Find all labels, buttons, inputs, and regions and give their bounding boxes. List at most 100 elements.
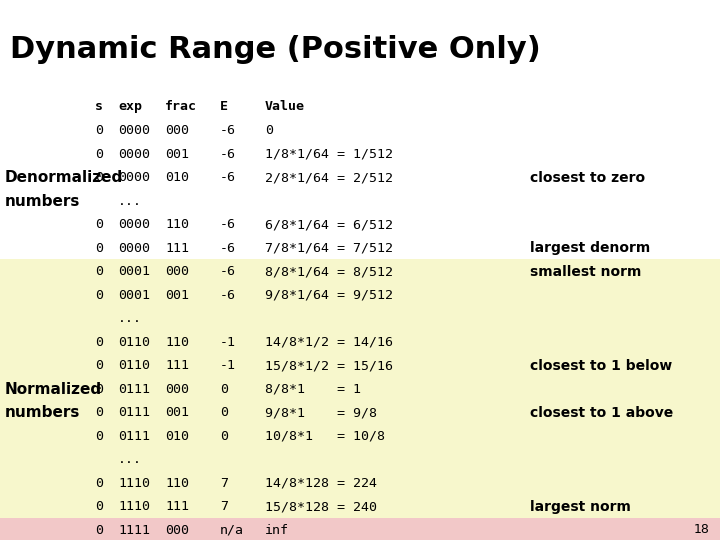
- Bar: [0, 141, 720, 165]
- Text: 0001: 0001: [118, 266, 150, 279]
- Text: 0111: 0111: [118, 407, 150, 420]
- Bar: [0, 494, 720, 517]
- Text: 7: 7: [220, 501, 228, 514]
- Bar: [0, 470, 720, 494]
- Bar: [0, 447, 720, 470]
- Text: frac: frac: [165, 100, 197, 113]
- Text: 10/8*1   = 10/8: 10/8*1 = 10/8: [265, 430, 385, 443]
- Text: -1: -1: [220, 336, 236, 349]
- Text: 1110: 1110: [118, 477, 150, 490]
- Text: 8/8*1/64 = 8/512: 8/8*1/64 = 8/512: [265, 266, 393, 279]
- Bar: [0, 353, 720, 376]
- Text: 001: 001: [165, 407, 189, 420]
- Bar: [0, 259, 720, 282]
- Text: 1111: 1111: [118, 524, 150, 537]
- Text: 110: 110: [165, 218, 189, 232]
- Text: 0: 0: [95, 266, 103, 279]
- Text: 0: 0: [220, 430, 228, 443]
- Text: 0: 0: [95, 242, 103, 255]
- Text: 0110: 0110: [118, 336, 150, 349]
- Text: 110: 110: [165, 477, 189, 490]
- Text: 000: 000: [165, 524, 189, 537]
- Text: E: E: [220, 100, 228, 113]
- Text: Denormalized: Denormalized: [5, 171, 123, 185]
- Bar: [0, 329, 720, 353]
- Text: 0: 0: [95, 477, 103, 490]
- Text: 1/8*1/64 = 1/512: 1/8*1/64 = 1/512: [265, 148, 393, 161]
- Text: -6: -6: [220, 148, 236, 161]
- Text: 0: 0: [95, 501, 103, 514]
- Text: 0001: 0001: [118, 289, 150, 302]
- Text: 14/8*1/2 = 14/16: 14/8*1/2 = 14/16: [265, 336, 393, 349]
- Text: 111: 111: [165, 242, 189, 255]
- Text: inf: inf: [265, 524, 289, 537]
- Text: 111: 111: [165, 360, 189, 373]
- Text: 0: 0: [95, 289, 103, 302]
- Text: 0000: 0000: [118, 242, 150, 255]
- Text: -6: -6: [220, 218, 236, 232]
- Text: 1110: 1110: [118, 501, 150, 514]
- Text: smallest norm: smallest norm: [530, 265, 642, 279]
- Text: 0: 0: [220, 407, 228, 420]
- Text: largest norm: largest norm: [530, 500, 631, 514]
- Bar: [0, 423, 720, 447]
- Bar: [0, 165, 720, 188]
- Text: 0111: 0111: [118, 430, 150, 443]
- Text: 010: 010: [165, 430, 189, 443]
- Text: ...: ...: [118, 195, 142, 208]
- Text: 0: 0: [95, 430, 103, 443]
- Text: 0: 0: [95, 336, 103, 349]
- Text: 18: 18: [694, 523, 710, 536]
- Text: 0: 0: [95, 124, 103, 137]
- Text: -6: -6: [220, 242, 236, 255]
- Text: -6: -6: [220, 289, 236, 302]
- Text: 000: 000: [165, 124, 189, 137]
- Text: 0000: 0000: [118, 218, 150, 232]
- Bar: [0, 517, 720, 540]
- Text: 0111: 0111: [118, 383, 150, 396]
- Text: 111: 111: [165, 501, 189, 514]
- Text: 9/8*1    = 9/8: 9/8*1 = 9/8: [265, 407, 377, 420]
- Text: 110: 110: [165, 336, 189, 349]
- Text: 6/8*1/64 = 6/512: 6/8*1/64 = 6/512: [265, 218, 393, 232]
- Text: -6: -6: [220, 171, 236, 185]
- Text: 000: 000: [165, 266, 189, 279]
- Text: 0000: 0000: [118, 124, 150, 137]
- Text: 0: 0: [220, 383, 228, 396]
- Bar: [0, 212, 720, 235]
- Text: 7/8*1/64 = 7/512: 7/8*1/64 = 7/512: [265, 242, 393, 255]
- Bar: [0, 188, 720, 212]
- Text: numbers: numbers: [5, 194, 81, 209]
- Text: Dynamic Range (Positive Only): Dynamic Range (Positive Only): [10, 35, 541, 64]
- Text: 0: 0: [95, 171, 103, 185]
- Text: Normalized: Normalized: [5, 382, 102, 397]
- Text: numbers: numbers: [5, 406, 81, 421]
- Text: 0110: 0110: [118, 360, 150, 373]
- Text: 14/8*128 = 224: 14/8*128 = 224: [265, 477, 377, 490]
- Text: 15/8*128 = 240: 15/8*128 = 240: [265, 501, 377, 514]
- Bar: [0, 235, 720, 259]
- Bar: [0, 400, 720, 423]
- Text: 7: 7: [220, 477, 228, 490]
- Text: closest to 1 below: closest to 1 below: [530, 359, 672, 373]
- Text: 0: 0: [265, 124, 273, 137]
- Bar: [0, 306, 720, 329]
- Text: ...: ...: [118, 454, 142, 467]
- Text: largest denorm: largest denorm: [530, 241, 650, 255]
- Text: 8/8*1    = 1: 8/8*1 = 1: [265, 383, 361, 396]
- Text: 0: 0: [95, 407, 103, 420]
- Text: closest to 1 above: closest to 1 above: [530, 406, 673, 420]
- Text: 0: 0: [95, 218, 103, 232]
- Text: 010: 010: [165, 171, 189, 185]
- Bar: [0, 282, 720, 306]
- Text: 0: 0: [95, 524, 103, 537]
- Text: 000: 000: [165, 383, 189, 396]
- Text: 0000: 0000: [118, 171, 150, 185]
- Bar: [0, 376, 720, 400]
- Text: Value: Value: [265, 100, 305, 113]
- Text: 15/8*1/2 = 15/16: 15/8*1/2 = 15/16: [265, 360, 393, 373]
- Text: 001: 001: [165, 289, 189, 302]
- Text: 0: 0: [95, 148, 103, 161]
- Text: 0: 0: [95, 383, 103, 396]
- Text: Carnegie Mellon: Carnegie Mellon: [619, 4, 709, 14]
